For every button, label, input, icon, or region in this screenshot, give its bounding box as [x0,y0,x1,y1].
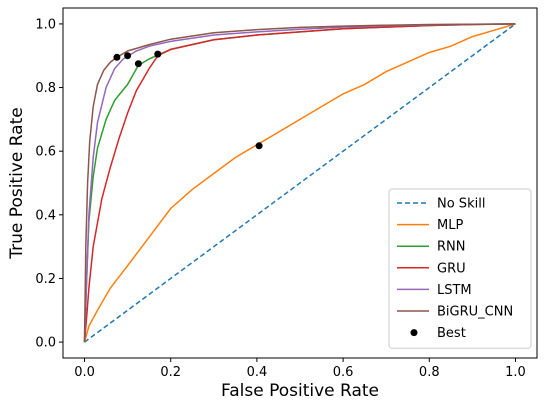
y-tick-label: 0.2 [35,272,56,287]
best-point [134,60,142,68]
best-point [154,50,162,58]
y-tick-label: 0.0 [35,336,56,351]
y-axis-ticks: 0.0 0.2 0.4 0.6 0.8 1.0 [35,17,63,351]
series-line-bigru-cnn [83,23,516,343]
series-line-mlp [83,23,516,343]
legend-marker [410,329,418,337]
legend-label: MLP [437,218,463,233]
series-layer [83,23,516,343]
x-tick-label: 0.4 [247,365,268,380]
best-points-layer [113,50,263,150]
legend-item-lstm: LSTM [397,283,472,298]
best-point [124,52,132,60]
x-tick-label: 0.2 [160,365,181,380]
y-tick-label: 1.0 [35,17,56,32]
best-point [255,142,263,150]
legend-label: GRU [437,261,466,276]
legend-item-no-skill: No Skill [397,197,485,212]
legend-label: RNN [437,240,465,255]
series-line-gru [83,23,516,343]
legend: No Skill MLP RNN GRU LSTM BiGRU_CNN Best [388,188,532,349]
y-tick-label: 0.6 [35,145,56,160]
legend-frame [388,188,532,349]
x-tick-label: 0.6 [333,365,354,380]
legend-label: Best [437,326,466,341]
legend-item-rnn: RNN [397,240,465,255]
legend-item-mlp: MLP [397,218,463,233]
plot-frame [62,7,538,359]
x-tick-label: 1.0 [505,365,526,380]
y-axis-title: True Positive Rate [7,107,27,259]
legend-label: BiGRU_CNN [437,305,513,320]
x-tick-label: 0.8 [419,365,440,380]
legend-item-gru: GRU [397,261,466,276]
x-axis-title: False Positive Rate [221,381,379,401]
series-line-no-skill [84,23,516,343]
x-axis-ticks: 0.0 0.2 0.4 0.6 0.8 1.0 [74,358,526,380]
legend-label: No Skill [437,197,485,212]
legend-label: LSTM [437,283,472,298]
x-tick-label: 0.0 [74,365,95,380]
y-tick-label: 0.8 [35,81,56,96]
legend-item-bigru-cnn: BiGRU_CNN [397,305,513,320]
y-tick-label: 0.4 [35,208,56,223]
best-point [113,53,121,61]
legend-item-best: Best [410,326,466,341]
